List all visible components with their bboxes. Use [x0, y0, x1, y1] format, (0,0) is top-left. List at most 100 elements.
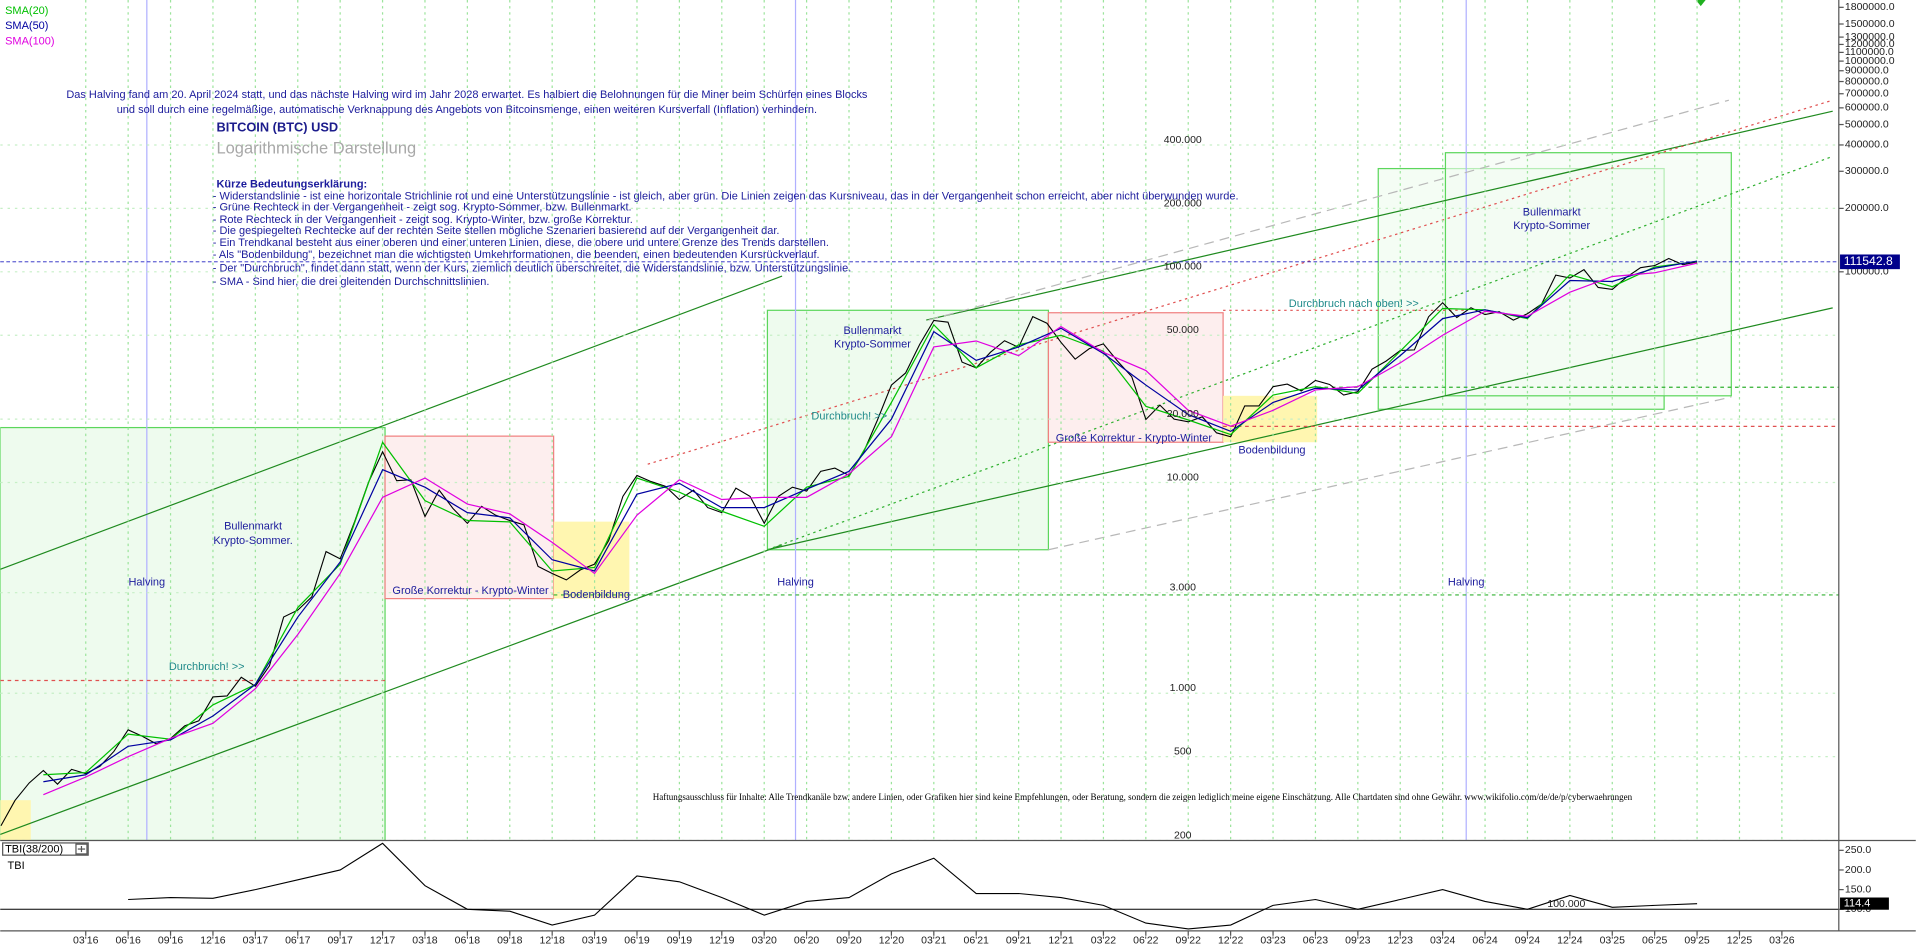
y-tick-label: 800000.0	[1845, 75, 1889, 87]
y-tick-label: 1800000.0	[1845, 1, 1895, 13]
x-tick-label: 09'22	[1176, 934, 1202, 946]
x-tick-label: 06'18	[455, 934, 481, 946]
lines	[0, 257, 1698, 930]
annotation: Krypto-Sommer	[1513, 220, 1590, 232]
legend-entry: SMA(20)	[5, 5, 48, 17]
x-tick-label: 09'25	[1684, 934, 1710, 946]
bull-box	[1444, 152, 1732, 397]
trend-line	[928, 99, 1730, 321]
grid-label: 200	[1174, 829, 1192, 841]
y-tick-label: 1100000.0	[1845, 46, 1894, 58]
grid	[0, 0, 1844, 936]
labels: 03'16 06'16 09'16 12'16 03'17 06'17 09'17 12'17…	[5, 1, 1900, 946]
last-tbi-label: 114.4	[1844, 898, 1871, 910]
x-tick-label: 03'16	[73, 934, 99, 946]
x-tick-label: 09'20	[836, 934, 862, 946]
legend-entry: SMA(100)	[5, 35, 54, 47]
annotation: Halving	[1448, 577, 1485, 589]
annotation: Das Halving fand am 20. April 2024 statt…	[66, 89, 868, 101]
x-tick-label: 06'23	[1303, 934, 1329, 946]
x-tick-label: 12'20	[879, 934, 905, 946]
annotation: Krypto-Sommer.	[213, 535, 292, 547]
trend-line	[0, 275, 783, 570]
annotation: Durchbruch! >>	[811, 410, 887, 422]
x-tick-label: 06'21	[964, 934, 990, 946]
annotation: Halving	[129, 577, 166, 589]
x-tick-label: 12'18	[539, 934, 565, 946]
trend-line	[647, 99, 1833, 465]
x-tick-label: 09'24	[1515, 934, 1541, 946]
annotation: - Ein Trendkanal besteht aus einer obere…	[213, 237, 829, 249]
last-price-box	[1840, 254, 1900, 270]
x-tick-label: 06'19	[624, 934, 650, 946]
grid-label: 3.000	[1170, 582, 1196, 594]
annotation: und soll durch eine regelmäßige, automat…	[117, 104, 817, 116]
annotation: - Rote Rechteck in der Vergangenheit - z…	[213, 214, 633, 226]
indicator-title: TBI(38/200)	[5, 844, 63, 856]
y-tick-label: 1300000.0	[1845, 31, 1895, 43]
y-tick-label: 1200000.0	[1845, 38, 1895, 50]
series-line	[43, 262, 1698, 796]
chart-subtitle: Logarithmische Darstellung	[216, 139, 416, 157]
x-tick-label: 03'22	[1091, 934, 1117, 946]
y-tick-label: 200000.0	[1845, 202, 1889, 214]
indicator-series: TBI	[8, 860, 25, 872]
x-tick-label: 12'16	[200, 934, 226, 946]
x-tick-label: 09'16	[158, 934, 184, 946]
x-tick-label: 03'20	[752, 934, 778, 946]
grid-label: 1.000	[1170, 682, 1196, 694]
y-tick-label: 900000.0	[1845, 65, 1889, 77]
annotation: - Widerstandslinie - ist eine horizontal…	[213, 191, 1239, 203]
x-tick-label: 09'17	[327, 934, 353, 946]
series-line	[128, 842, 1698, 930]
trend-line	[0, 544, 783, 835]
y-tick-label: 1500000.0	[1845, 18, 1895, 30]
grid-label: 200.000	[1164, 197, 1202, 209]
x-tick-label: 12'21	[1048, 934, 1074, 946]
grid-label: 10.000	[1167, 471, 1199, 483]
x-tick-label: 12'24	[1557, 934, 1583, 946]
annotation: Große Korrektur - Krypto-Winter	[1056, 432, 1213, 444]
bottom-box	[553, 521, 630, 599]
x-tick-label: 06'25	[1642, 934, 1668, 946]
x-tick-label: 12'25	[1727, 934, 1753, 946]
grid-main	[0, 0, 1839, 841]
y-tick-label: 400000.0	[1845, 139, 1889, 151]
x-tick-label: 12'22	[1218, 934, 1244, 946]
series-group	[0, 257, 1698, 826]
annotation: - Der "Durchbruch", findet dann statt, w…	[213, 263, 851, 275]
bull-box	[0, 426, 386, 841]
add-button[interactable]	[75, 843, 88, 855]
x-tick-label: 03'26	[1769, 934, 1795, 946]
annotation: - Grüne Rechteck in der Vergangenheit - …	[213, 202, 632, 214]
indicator-box	[2, 842, 89, 856]
grid-label: 100.000	[1164, 261, 1202, 273]
x-tick-label: 03'19	[582, 934, 608, 946]
marker	[1695, 0, 1706, 7]
x-tick-label: 06'22	[1133, 934, 1159, 946]
annotation: Krypto-Sommer	[834, 338, 911, 350]
grid-label: 400.000	[1164, 134, 1202, 146]
x-tick-label: 06'24	[1472, 934, 1498, 946]
annotation: Halving	[777, 577, 814, 589]
y-tick-label: 300000.0	[1845, 165, 1889, 177]
annotation: Kürze Bedeutungserklärung:	[216, 178, 367, 190]
chart-title: BITCOIN (BTC) USD	[216, 120, 338, 135]
annotation: Durchbruch nach oben! >>	[1289, 298, 1419, 310]
annotation: Durchbruch! >>	[169, 661, 245, 673]
series-line	[43, 260, 1698, 783]
grid-label: 500	[1174, 746, 1192, 758]
x-tick-label: 06'17	[285, 934, 311, 946]
bottom-box	[0, 800, 31, 841]
annotation: Bodenbildung	[1238, 445, 1305, 457]
annotation: Bullenmarkt	[843, 325, 901, 337]
annotation: Große Korrektur - Krypto-Winter	[392, 585, 549, 597]
annotation: - Die gespiegelten Rechtecke auf der rec…	[213, 225, 780, 237]
x-tick-label: 03'21	[921, 934, 947, 946]
annotation: - SMA - Sind hier, die drei gleitenden D…	[213, 276, 490, 288]
level-label: 100.000	[1547, 898, 1585, 910]
y-tick-label: 500000.0	[1845, 118, 1889, 130]
x-tick-label: 12'23	[1388, 934, 1414, 946]
